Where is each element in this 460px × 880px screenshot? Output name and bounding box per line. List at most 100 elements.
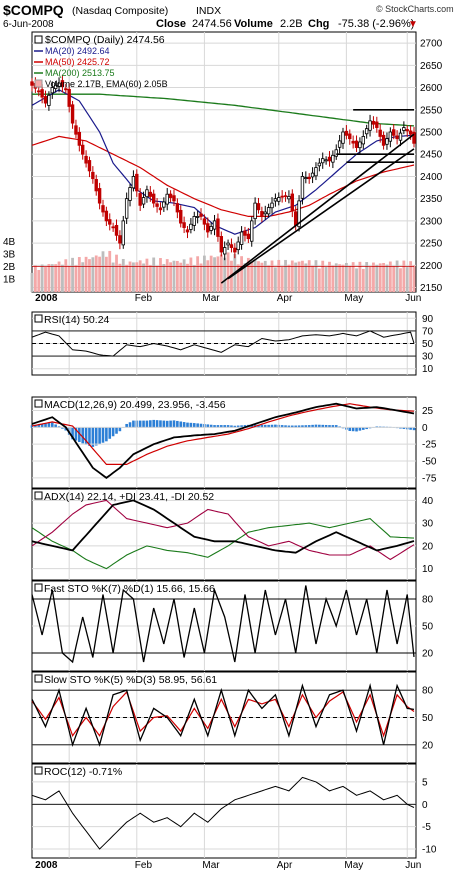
macd-histogram-bar [287, 425, 291, 428]
price-tick-label: 2650 [420, 61, 443, 72]
macd-histogram-bar [71, 427, 74, 440]
volume-bar [203, 255, 206, 292]
candle-body [168, 193, 173, 198]
price-tick-label: 2150 [420, 283, 443, 294]
month-label: Apr [277, 860, 293, 871]
price-legend-entry: $COMPQ (Daily) 2474.56 [45, 34, 165, 46]
macd-histogram-bar [128, 422, 132, 428]
candle-body [341, 131, 345, 144]
macd-histogram-bar [74, 427, 78, 441]
candle-body [304, 177, 308, 180]
price-tick-label: 2250 [420, 239, 443, 250]
volume-bar [223, 257, 227, 292]
volume-bar [162, 264, 166, 292]
macd-histogram-bar [220, 425, 223, 428]
candle-body [121, 220, 125, 246]
macd-histogram-bar [355, 427, 358, 432]
volume-bar [104, 256, 108, 292]
candle-body [290, 193, 295, 212]
macd-histogram-bar [267, 424, 270, 428]
volume-bar [132, 262, 135, 292]
candle-body [408, 130, 413, 135]
macd-histogram-bar [145, 420, 149, 428]
candle-body [402, 127, 406, 131]
macd-histogram-bar [37, 424, 41, 428]
volume-bar [409, 261, 413, 292]
macd-histogram-bar [250, 424, 254, 428]
candle-body [87, 160, 92, 172]
candle-body [135, 173, 139, 192]
legend-swatch-price [34, 35, 43, 44]
candle-body [233, 247, 237, 253]
macd-histogram-bar [84, 427, 88, 445]
volume-bar [280, 267, 284, 292]
macd-histogram-bar [274, 424, 277, 428]
candle-body [327, 156, 332, 162]
indicator-tick-label: 50 [422, 713, 434, 724]
volume-bar [246, 257, 250, 292]
candle-body [84, 155, 88, 164]
change-label: Chg [308, 18, 329, 30]
volume-bar [33, 265, 37, 292]
price-legend-entry: Volume 2.17B, EMA(60) 2.05B [45, 79, 168, 89]
exchange-label: INDX [196, 5, 221, 17]
price-tick-label: 2450 [420, 150, 443, 161]
macd-histogram-bar [358, 427, 362, 431]
macd-histogram-bar [162, 420, 166, 428]
trendline-1 [227, 148, 415, 280]
volume-bar [307, 260, 311, 292]
volume-bar [290, 260, 294, 292]
macd-histogram-bar [304, 425, 308, 428]
macd-histogram-bar [263, 424, 267, 428]
panel-frame-6 [31, 763, 417, 859]
price-tick-label: 2700 [420, 39, 443, 50]
fast-sto-line [31, 585, 415, 664]
volume-bar [338, 264, 342, 292]
indicator-tick-label: 80 [422, 595, 434, 606]
candle-body [392, 129, 396, 136]
volume-bar [243, 263, 247, 292]
adx-line [31, 499, 415, 554]
indicator-tick-label: 20 [422, 649, 434, 660]
volume-bar [392, 266, 396, 292]
price-tick-label: 2350 [420, 194, 443, 205]
candle-body [250, 220, 254, 242]
volume-label: Volume [234, 18, 273, 30]
indicator-title: ROC(12) -0.71% [44, 766, 122, 778]
price-tick-label: 2300 [420, 216, 443, 227]
volume-bar [67, 265, 71, 292]
panel-frame-3 [31, 488, 417, 581]
plus-di-line [31, 518, 415, 570]
price-tick-label: 2400 [420, 172, 443, 183]
macd-histogram-bar [291, 425, 294, 428]
volume-bar [412, 265, 416, 292]
candle-body [209, 226, 213, 231]
trendline-0 [220, 133, 415, 284]
candle-body [53, 84, 58, 89]
volume-bar [142, 263, 145, 292]
candle-body [43, 96, 48, 104]
volume-bar [314, 260, 318, 292]
macd-histogram-bar [365, 427, 368, 430]
volume-bar [138, 260, 142, 292]
close-value: 2474.56 [192, 18, 232, 30]
month-label: May [344, 860, 363, 871]
indicator-tick-label: -50 [422, 457, 437, 468]
candle-body [219, 236, 224, 253]
macd-histogram-bar [297, 425, 301, 428]
candle-body [273, 198, 278, 202]
candle-body [297, 200, 301, 228]
volume-bar [81, 262, 85, 292]
candle-body [293, 211, 298, 226]
candle-body [321, 158, 325, 164]
month-label: Mar [202, 860, 220, 871]
candle-body [124, 198, 129, 219]
indicator-legend-swatch [34, 399, 43, 408]
macd-histogram-bar [311, 424, 314, 428]
candle-body [47, 94, 51, 106]
indicator-tick-label: 25 [422, 406, 434, 417]
macd-histogram-bar [138, 420, 142, 428]
macd-histogram-bar [186, 422, 189, 428]
legend-swatch-volume [34, 79, 43, 88]
volume-bar [260, 262, 264, 292]
